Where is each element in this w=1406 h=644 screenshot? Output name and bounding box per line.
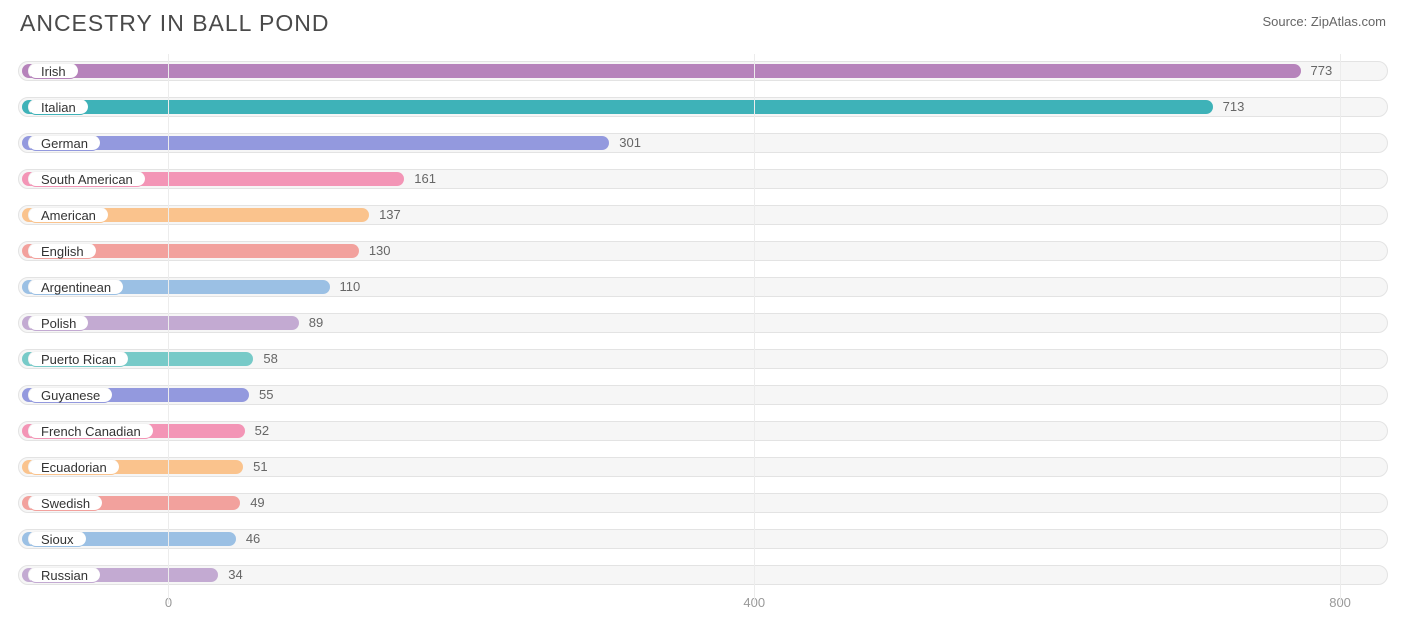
value-label: 52	[255, 423, 269, 439]
value-label: 46	[246, 531, 260, 547]
bar-row: Puerto Rican 58	[18, 345, 1388, 373]
bar-row: Swedish 49	[18, 489, 1388, 517]
bar-row: South American 161	[18, 165, 1388, 193]
value-label: 161	[414, 171, 436, 187]
value-label: 713	[1223, 99, 1245, 115]
category-label: Irish	[28, 63, 78, 79]
category-label: Ecuadorian	[28, 459, 119, 475]
category-label: Polish	[28, 315, 88, 331]
value-label: 130	[369, 243, 391, 259]
bar-fill	[22, 136, 609, 150]
category-label: Puerto Rican	[28, 351, 128, 367]
category-label: American	[28, 207, 108, 223]
bar-fill	[22, 64, 1301, 78]
bar-row: Italian 713	[18, 93, 1388, 121]
bar-row: French Canadian 52	[18, 417, 1388, 445]
value-label: 49	[250, 495, 264, 511]
category-label: Russian	[28, 567, 100, 583]
grid-line	[168, 54, 169, 604]
category-label: South American	[28, 171, 145, 187]
bar-row: German 301	[18, 129, 1388, 157]
value-label: 34	[228, 567, 242, 583]
value-label: 89	[309, 315, 323, 331]
category-label: Argentinean	[28, 279, 123, 295]
value-label: 773	[1311, 63, 1333, 79]
value-label: 55	[259, 387, 273, 403]
category-label: English	[28, 243, 96, 259]
category-label: French Canadian	[28, 423, 153, 439]
bar-fill	[22, 100, 1213, 114]
chart-source: Source: ZipAtlas.com	[1262, 14, 1386, 29]
bar-row: English 130	[18, 237, 1388, 265]
bar-row: Guyanese 55	[18, 381, 1388, 409]
value-label: 58	[263, 351, 277, 367]
bar-row: Irish 773	[18, 57, 1388, 85]
bar-row: Ecuadorian 51	[18, 453, 1388, 481]
category-label: Guyanese	[28, 387, 112, 403]
category-label: Swedish	[28, 495, 102, 511]
x-axis: 0400800	[18, 595, 1388, 623]
chart-title: ANCESTRY IN BALL POND	[20, 10, 329, 37]
grid-line	[754, 54, 755, 604]
bar-row: Argentinean 110	[18, 273, 1388, 301]
category-label: Sioux	[28, 531, 86, 547]
value-label: 51	[253, 459, 267, 475]
chart-area: Irish 773 Italian 713 German 301 South America…	[0, 43, 1406, 623]
grid-line	[1340, 54, 1341, 604]
bar-track	[18, 565, 1388, 585]
value-label: 110	[340, 279, 361, 295]
category-label: Italian	[28, 99, 88, 115]
bar-row: Russian 34	[18, 561, 1388, 589]
value-label: 137	[379, 207, 401, 223]
value-label: 301	[619, 135, 641, 151]
bar-row: Polish 89	[18, 309, 1388, 337]
chart-header: ANCESTRY IN BALL POND Source: ZipAtlas.c…	[0, 0, 1406, 43]
bar-row: American 137	[18, 201, 1388, 229]
bar-row: Sioux 46	[18, 525, 1388, 553]
category-label: German	[28, 135, 100, 151]
